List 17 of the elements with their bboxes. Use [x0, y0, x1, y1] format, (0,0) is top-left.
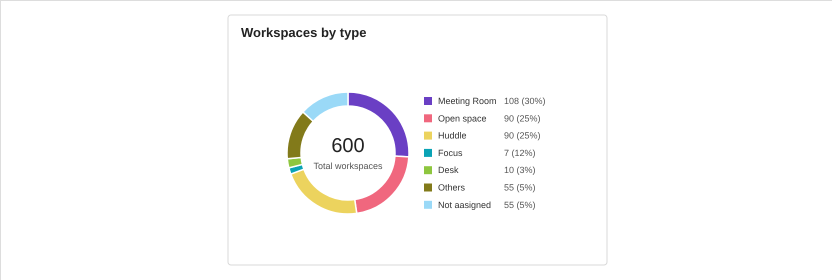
legend-label: Others	[438, 182, 466, 192]
data-label: 90 (25%)	[504, 113, 541, 124]
text: Total workspaces	[313, 161, 384, 171]
chart-title: Workspaces by type	[241, 25, 366, 40]
data-label: 108 (30%)	[504, 96, 546, 106]
legend-label: Desk	[438, 165, 460, 176]
data-label: 55 (5%)	[504, 200, 536, 210]
legend-label: Meeting Room	[438, 96, 497, 106]
data-label: 7 (12%)	[504, 148, 536, 158]
legend-label: Open space	[438, 113, 487, 124]
legend-label: Not aasigned	[438, 200, 492, 210]
data-label: 90 (25%)	[504, 130, 541, 141]
legend-label: Focus	[438, 148, 464, 158]
data-label: 10 (3%)	[504, 165, 536, 176]
text: 600	[331, 135, 365, 157]
legend-label: Huddle	[438, 130, 467, 141]
data-label: 55 (5%)	[504, 182, 536, 192]
